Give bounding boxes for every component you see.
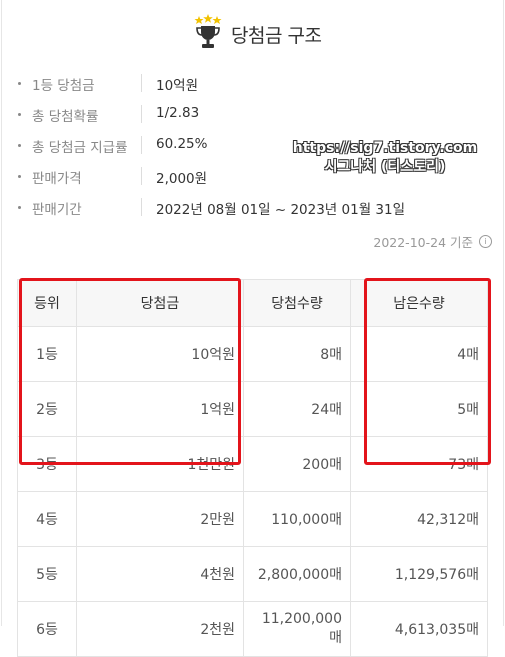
divider [141, 167, 142, 185]
table-row: 5등 4천원 2,800,000매 1,129,576매 [17, 546, 488, 602]
remaining-cell: 1,129,576매 [350, 546, 488, 602]
bullet-icon [18, 144, 21, 147]
bullet-icon [18, 206, 21, 209]
winners-cell: 8매 [243, 326, 351, 382]
bullet-icon [18, 113, 21, 116]
rank-cell: 6등 [17, 601, 77, 657]
header-winners: 당첨수량 [243, 279, 351, 327]
header-prize: 당첨금 [76, 279, 244, 327]
info-value: 10억원 [156, 78, 199, 94]
info-icon[interactable]: i [479, 235, 492, 248]
highlight-box-remaining [364, 278, 491, 465]
info-label: 판매기간 [32, 202, 82, 218]
divider [141, 136, 142, 154]
winners-cell: 24매 [243, 381, 351, 437]
info-value: 1/2.83 [156, 105, 200, 121]
trophy-icon [194, 14, 222, 48]
info-value: 2022년 08월 01일 ~ 2023년 01월 31일 [156, 202, 406, 218]
prize-cell: 2만원 [76, 491, 244, 547]
winners-cell: 110,000매 [243, 491, 351, 547]
watermark-url: https://sig7.tistory.com [292, 140, 478, 156]
bullet-icon [18, 82, 21, 85]
table-header-row: 등위 당첨금 당첨수량 남은수량 [17, 279, 488, 327]
table-row: 1등 10억원 8매 4매 [17, 326, 488, 382]
rank-cell: 2등 [17, 381, 77, 437]
prize-cell: 2천원 [76, 601, 244, 657]
winners-cell: 200매 [243, 436, 351, 492]
info-row-probability: 총 당첨확률 1/2.83 [0, 101, 505, 129]
info-row-price: 판매가격 2,000원 [0, 163, 505, 191]
highlight-box-rank-prize [19, 278, 241, 465]
remaining-cell: 5매 [350, 381, 488, 437]
remaining-cell: 4,613,035매 [350, 601, 488, 657]
basis-date: 2022-10-24 기준 i [373, 232, 492, 251]
header-remaining: 남은수량 [350, 279, 488, 327]
info-label: 총 당첨확률 [32, 109, 99, 125]
divider [141, 74, 142, 92]
info-row-payout-rate: 총 당첨금 지급률 60.25% [0, 132, 505, 160]
table-row: 2등 1억원 24매 5매 [17, 381, 488, 437]
page-title: 당첨금 구조 [231, 25, 322, 47]
frame-border-left [1, 0, 2, 626]
winners-cell: 11,200,000매 [243, 601, 351, 657]
frame-border-right [503, 0, 504, 626]
rank-cell: 1등 [17, 326, 77, 382]
table-row: 4등 2만원 110,000매 42,312매 [17, 491, 488, 547]
info-value: 2,000원 [156, 171, 208, 187]
remaining-cell: 4매 [350, 326, 488, 382]
info-value: 60.25% [156, 136, 208, 152]
bullet-icon [18, 175, 21, 178]
rank-cell: 5등 [17, 546, 77, 602]
prize-cell: 10억원 [76, 326, 244, 382]
section-header: 당첨금 구조 [0, 14, 505, 54]
info-row-sales-period: 판매기간 2022년 08월 01일 ~ 2023년 01월 31일 [0, 194, 505, 222]
info-label: 1등 당첨금 [32, 78, 95, 94]
info-label: 총 당첨금 지급률 [32, 140, 128, 156]
table-row: 6등 2천원 11,200,000매 4,613,035매 [17, 601, 488, 657]
info-row-first-prize: 1등 당첨금 10억원 [0, 70, 505, 98]
rank-cell: 4등 [17, 491, 77, 547]
divider [141, 105, 142, 123]
basis-date-text: 2022-10-24 기준 [373, 235, 473, 250]
divider [141, 198, 142, 216]
prize-cell: 4천원 [76, 546, 244, 602]
watermark: https://sig7.tistory.com 시그나처 (티스토리) [280, 140, 490, 176]
info-label: 판매가격 [32, 171, 82, 187]
remaining-cell: 42,312매 [350, 491, 488, 547]
watermark-text: 시그나처 (티스토리) [324, 159, 446, 175]
winners-cell: 2,800,000매 [243, 546, 351, 602]
